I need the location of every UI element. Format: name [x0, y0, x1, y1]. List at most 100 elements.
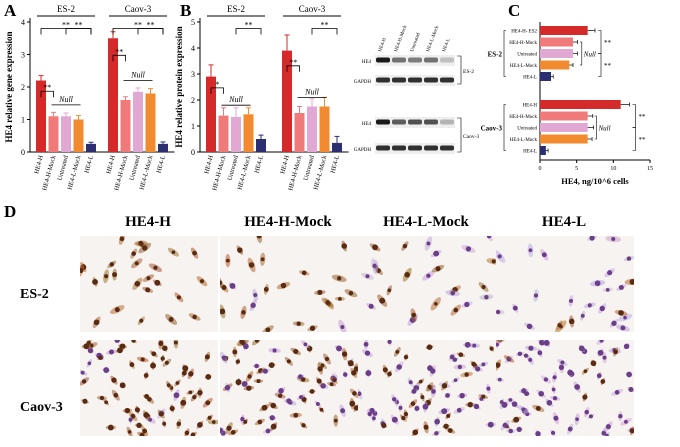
cell-nucleus [620, 325, 626, 331]
cell-nucleus [516, 426, 522, 432]
cell-nucleus [293, 412, 299, 418]
cell-nucleus [142, 428, 148, 434]
cell-nucleus [600, 379, 606, 384]
cell-nucleus [160, 356, 165, 361]
cell-nucleus [166, 383, 171, 388]
cell-nucleus [309, 325, 316, 331]
cell-nucleus [229, 282, 236, 289]
cell-nucleus [246, 385, 252, 391]
cell-nucleus [434, 418, 441, 425]
y-tick-label: 4 [21, 18, 25, 27]
group-label: Caov-3 [125, 4, 152, 14]
cell-nucleus [254, 340, 259, 343]
cell-nucleus [243, 343, 249, 350]
cell-nucleus [456, 407, 462, 413]
cell-nucleus [459, 392, 465, 399]
significance-label: ** [638, 113, 646, 121]
cell-nucleus [552, 396, 558, 401]
group-label: ES-2 [488, 51, 503, 59]
cell-nucleus [443, 423, 449, 429]
null-label: Null [583, 51, 596, 59]
cell-nucleus [348, 290, 354, 296]
blot-band [424, 77, 438, 83]
cell-nucleus [568, 318, 575, 325]
cell-nucleus [145, 287, 151, 293]
bar [206, 76, 216, 152]
micrograph-image [358, 340, 496, 436]
cell-nucleus [551, 387, 556, 392]
cell-nucleus [391, 416, 398, 423]
cell-nucleus [243, 419, 248, 424]
cell-nucleus [192, 314, 197, 320]
category-label: Untreated [57, 154, 71, 181]
cell-nucleus [351, 370, 357, 376]
cell-nucleus [211, 420, 216, 424]
cell-nucleus [420, 395, 425, 400]
cell-nucleus [151, 351, 157, 357]
cell-nucleus [253, 292, 258, 298]
cell-nucleus [587, 303, 592, 308]
cell-nucleus [239, 340, 245, 345]
cell-nucleus [543, 377, 549, 382]
bar [540, 123, 588, 132]
bar [61, 116, 71, 152]
cell-nucleus [87, 347, 94, 354]
blot-band [424, 119, 438, 125]
cell-nucleus [230, 430, 236, 435]
cell-nucleus [395, 349, 400, 354]
cell-nucleus [596, 373, 602, 379]
cell-nucleus [546, 399, 553, 406]
blot-row-label: GAPDH [354, 148, 372, 153]
blot-band [440, 77, 454, 83]
cell-nucleus [368, 303, 374, 309]
chart-c: 0 5 10 15 HE4, ng/10^6 cells HE4-H- ES2 HE4-H-… [481, 22, 653, 186]
cell-nucleus [605, 424, 611, 430]
cell-nucleus [138, 240, 144, 246]
cell-nucleus [176, 421, 182, 427]
cell-nucleus [114, 340, 120, 343]
cell-nucleus [567, 426, 573, 432]
cell-nucleus [431, 389, 436, 394]
cell-nucleus [379, 297, 386, 304]
y-tick-label: 1 [21, 116, 25, 125]
cell-nucleus [265, 327, 271, 332]
cell-nucleus [144, 394, 150, 399]
group-label: ES-2 [57, 4, 75, 14]
micrograph [220, 236, 358, 332]
group-bracket [503, 104, 506, 151]
column-title-he4-l-mock: HE4-L-Mock [383, 214, 469, 230]
cell-nucleus [618, 285, 624, 291]
cell-nucleus [265, 428, 271, 434]
cell-nucleus [131, 340, 136, 343]
bar [282, 50, 292, 152]
cell-nucleus [387, 371, 392, 377]
cell-nucleus [272, 348, 277, 353]
cell-nucleus [190, 432, 196, 436]
cell-nucleus [467, 401, 474, 408]
column-title-he4-l: HE4-L [541, 214, 587, 230]
y-tick-label: 3 [191, 70, 195, 79]
cell-nucleus [372, 244, 378, 251]
category-label: Untreated [303, 154, 317, 181]
cell-nucleus [108, 349, 114, 355]
cell-nucleus [396, 364, 402, 370]
cell-nucleus [143, 412, 149, 418]
cell-nucleus [237, 247, 243, 253]
y-tick-label: 4 [191, 44, 195, 53]
lane-label: Untreated [410, 32, 422, 53]
cell-nucleus [232, 349, 238, 355]
category-label: HE4-L [155, 155, 166, 174]
cell-nucleus [580, 313, 585, 318]
cell-nucleus [250, 302, 256, 309]
cell-nucleus [235, 379, 242, 386]
category-label: HE4-L [523, 150, 537, 155]
significance-label: * [215, 80, 219, 89]
micrograph-image [220, 340, 358, 436]
cell-nucleus [543, 340, 550, 346]
group-bracket [503, 30, 506, 77]
cell-nucleus [590, 360, 597, 367]
cell-nucleus [513, 416, 520, 423]
cell-nucleus [481, 362, 486, 367]
cell-nucleus [537, 350, 543, 356]
significance-label: ** [43, 83, 51, 92]
